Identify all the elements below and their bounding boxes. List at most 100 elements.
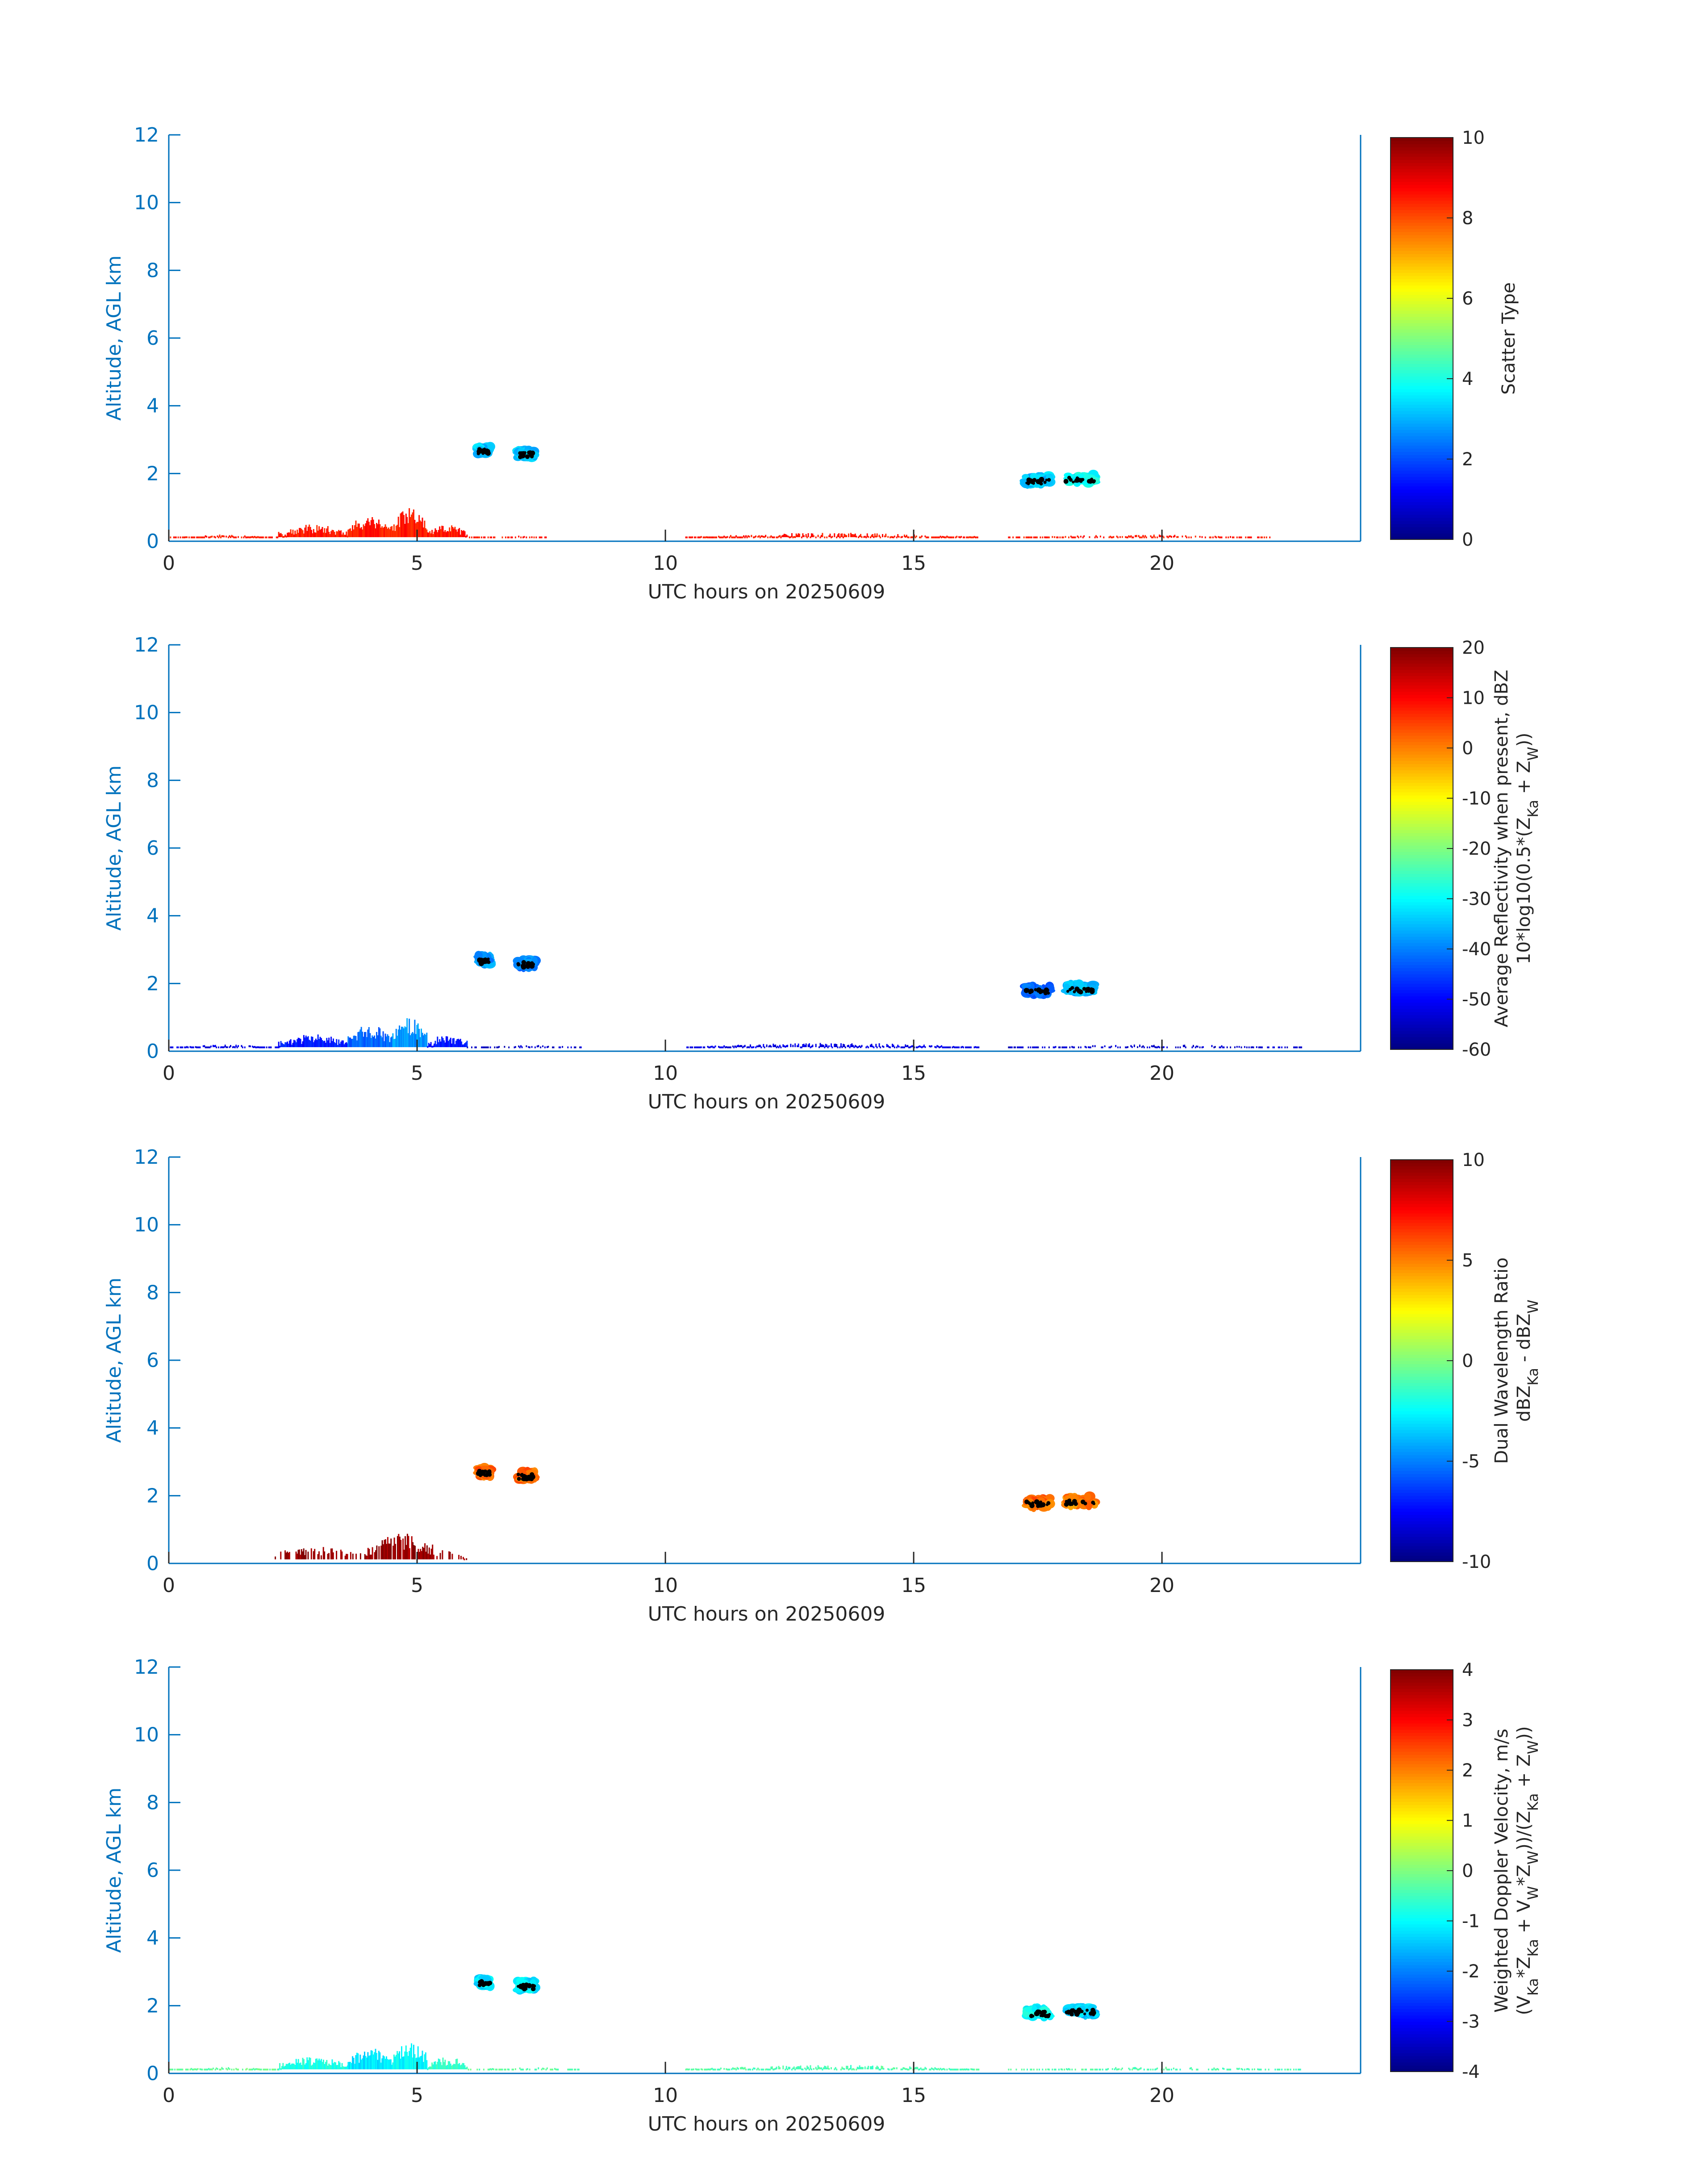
colorbar-swatch — [1391, 401, 1453, 405]
echo-column — [352, 1554, 354, 1559]
echo-column — [709, 1046, 711, 1049]
echo-column — [399, 527, 401, 537]
colorbar-swatch — [1391, 470, 1453, 474]
echo-column — [819, 2067, 820, 2069]
colorbar-swatch — [1391, 1673, 1453, 1676]
colorbar-swatch — [1391, 247, 1453, 251]
echo-column — [177, 536, 179, 539]
colorbar-swatch — [1391, 723, 1453, 727]
colorbar-swatch — [1391, 1467, 1453, 1471]
echo-column — [326, 2060, 328, 2069]
colorbar-swatch — [1391, 1939, 1453, 1943]
echo-column — [941, 1045, 943, 1047]
echo-column — [241, 536, 242, 539]
colorbar-swatch — [1391, 335, 1453, 339]
cloud-base-marker — [524, 1982, 529, 1988]
echo-column — [872, 1045, 873, 1048]
colorbar-tick-label: 10 — [1462, 1150, 1485, 1170]
echo-column — [424, 520, 426, 537]
cloud-base-marker — [520, 1473, 524, 1476]
colorbar-swatch — [1391, 435, 1453, 439]
colorbar-swatch — [1391, 1496, 1453, 1500]
echo-column — [896, 1046, 898, 1049]
echo-column — [439, 2059, 441, 2069]
colorbar-swatch — [1391, 1987, 1453, 1990]
echo-column — [421, 2056, 422, 2069]
cloud-base-marker — [525, 454, 530, 459]
echo-column — [960, 1046, 962, 1049]
echo-column — [260, 536, 262, 539]
echo-column — [1018, 536, 1019, 539]
echo-column — [340, 2067, 342, 2069]
colorbar-swatch — [1391, 701, 1453, 705]
echo-column — [200, 2068, 202, 2071]
echo-column — [214, 1045, 216, 1047]
colorbar-swatch — [1391, 1015, 1453, 1019]
echo-column — [425, 1551, 427, 1559]
echo-column — [212, 2068, 214, 2070]
echo-column — [1169, 535, 1170, 538]
echo-column — [171, 1046, 172, 1049]
echo-column — [937, 1045, 939, 1048]
echo-column — [355, 1554, 357, 1559]
echo-column — [434, 528, 436, 537]
echo-column — [569, 2068, 571, 2071]
echo-column — [734, 1045, 736, 1048]
cloud-base-marker — [1067, 1499, 1071, 1503]
echo-column — [226, 1046, 227, 1048]
echo-column — [1078, 536, 1079, 539]
echo-column — [507, 2068, 509, 2071]
echo-column — [364, 1554, 366, 1559]
echo-column — [567, 2068, 569, 2071]
colorbar-swatch — [1391, 983, 1453, 987]
echo-column — [393, 1039, 395, 1047]
echo-column — [847, 1045, 848, 1047]
echo-column — [1054, 1046, 1056, 1049]
echo-column — [976, 2068, 977, 2071]
x-tick-label: 10 — [653, 1574, 678, 1597]
echo-column — [520, 1045, 522, 1047]
y-tick-label: 0 — [146, 530, 159, 553]
echo-column — [381, 2058, 383, 2069]
echo-column — [757, 1045, 759, 1048]
colorbar-swatch — [1391, 257, 1453, 261]
colorbar-swatch — [1391, 729, 1453, 733]
colorbar-swatch — [1391, 480, 1453, 484]
echo-column — [911, 1045, 913, 1047]
echo-column — [409, 1019, 410, 1047]
echo-column — [422, 2062, 424, 2069]
echo-column — [529, 2068, 530, 2071]
echo-column — [262, 1046, 263, 1049]
echo-column — [861, 536, 863, 538]
echo-column — [331, 1548, 333, 1559]
echo-column — [1095, 2068, 1097, 2071]
echo-column — [1042, 1046, 1044, 1049]
echo-column — [1221, 1045, 1223, 1047]
echo-column — [835, 2067, 836, 2069]
echo-column — [262, 536, 263, 539]
colorbar-swatch — [1391, 269, 1453, 273]
echo-column — [415, 523, 417, 537]
echo-column — [334, 2062, 336, 2069]
x-tick-label: 20 — [1149, 2084, 1174, 2107]
echo-column — [915, 2067, 916, 2069]
colorbar-swatch — [1391, 1411, 1453, 1415]
echo-column — [296, 1554, 298, 1559]
x-tick-label: 15 — [901, 2084, 926, 2107]
y-tick-label: 2 — [146, 1484, 159, 1507]
echo-column — [868, 1046, 869, 1049]
echo-column — [842, 536, 844, 539]
echo-column — [840, 534, 842, 537]
echo-column — [405, 1027, 407, 1047]
echo-column — [810, 1046, 811, 1049]
echo-column — [207, 2068, 209, 2071]
cloud-cell — [1030, 473, 1038, 479]
echo-column — [799, 2066, 800, 2069]
echo-column — [851, 2068, 853, 2071]
echo-column — [328, 1553, 330, 1559]
echo-column — [366, 2057, 367, 2069]
echo-column — [229, 2068, 230, 2070]
echo-column — [859, 535, 860, 537]
echo-column — [251, 2068, 253, 2071]
echo-column — [748, 2068, 749, 2071]
